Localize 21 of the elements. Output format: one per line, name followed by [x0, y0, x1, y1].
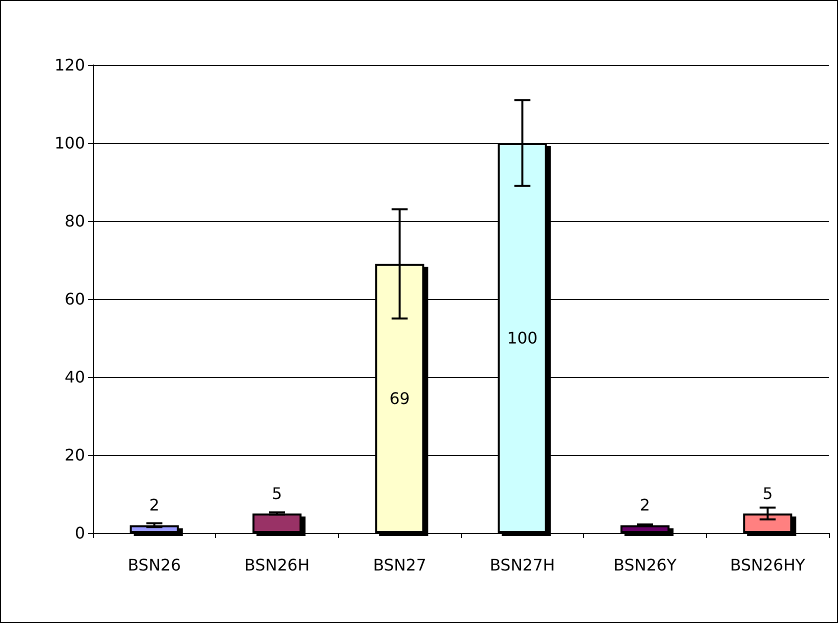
- y-tick-label: 20: [64, 446, 85, 464]
- y-tick-label: 100: [54, 134, 85, 152]
- data-label: 2: [640, 496, 650, 515]
- y-tick-label: 120: [54, 56, 85, 74]
- data-label: 5: [272, 484, 282, 503]
- data-label: 69: [389, 388, 410, 408]
- data-label: 5: [762, 484, 773, 503]
- data-label: 2: [149, 496, 160, 515]
- y-tick-label: 0: [74, 524, 85, 542]
- x-tick-label: BSN26Y: [614, 556, 677, 574]
- y-tick-label: 60: [64, 290, 85, 308]
- y-tick-label: 80: [64, 212, 85, 230]
- x-tick-label: BSN27H: [490, 556, 555, 574]
- y-tick-label: 40: [64, 368, 85, 386]
- x-tick-label: BSN26: [128, 556, 181, 574]
- x-tick-label: BSN26H: [244, 556, 310, 574]
- data-label: 100: [507, 328, 538, 348]
- x-tick-label: BSN27: [373, 556, 426, 574]
- bar: [252, 514, 302, 533]
- bar: [620, 525, 670, 533]
- x-tick-label: BSN26HY: [730, 556, 806, 574]
